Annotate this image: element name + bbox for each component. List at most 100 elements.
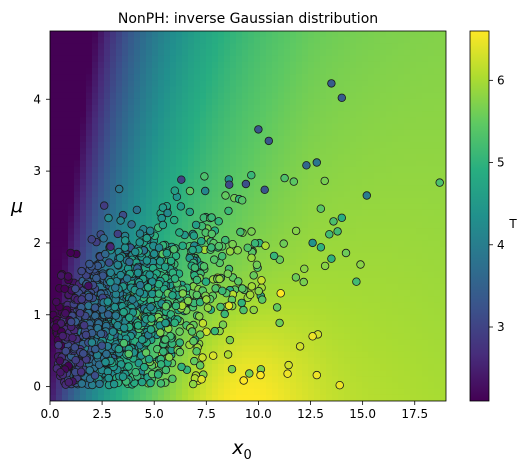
- heatmap-cell: [296, 117, 303, 125]
- heatmap-cell: [422, 105, 429, 112]
- heatmap-cell: [50, 135, 57, 143]
- heatmap-cell: [440, 351, 446, 359]
- heatmap-cell: [92, 123, 99, 131]
- heatmap-cell: [170, 382, 177, 390]
- heatmap-cell: [266, 68, 273, 75]
- heatmap-cell: [212, 86, 219, 94]
- heatmap-cell: [422, 92, 429, 100]
- heatmap-cell: [266, 92, 273, 100]
- heatmap-cell: [128, 339, 135, 347]
- heatmap-cell: [368, 333, 375, 340]
- scatter-point: [132, 205, 142, 215]
- heatmap-cell: [332, 283, 339, 291]
- heatmap-cell: [338, 345, 345, 353]
- heatmap-cell: [356, 160, 363, 168]
- heatmap-cell: [176, 31, 183, 38]
- heatmap-cell: [152, 49, 159, 57]
- heatmap-cell: [200, 179, 207, 186]
- heatmap-cell: [284, 283, 291, 291]
- heatmap-cell: [104, 37, 111, 44]
- heatmap-cell: [200, 129, 207, 137]
- heatmap-cell: [350, 327, 357, 334]
- heatmap-cell: [80, 203, 87, 211]
- heatmap-cell: [146, 240, 153, 248]
- heatmap-cell: [248, 259, 255, 266]
- heatmap-cell: [152, 154, 159, 162]
- heatmap-cell: [308, 68, 315, 75]
- heatmap-cell: [152, 74, 159, 81]
- heatmap-cell: [302, 370, 309, 377]
- heatmap-cell: [338, 105, 345, 112]
- heatmap-cell: [242, 351, 249, 359]
- heatmap-cell: [176, 333, 183, 340]
- scatter-point: [280, 173, 289, 183]
- heatmap-cell: [368, 228, 375, 236]
- heatmap-cell: [50, 172, 57, 180]
- heatmap-cell: [110, 111, 117, 118]
- heatmap-cell: [110, 203, 117, 211]
- heatmap-cell: [56, 80, 63, 88]
- heatmap-cell: [344, 339, 351, 347]
- heatmap-cell: [380, 246, 387, 254]
- heatmap-cell: [422, 283, 429, 291]
- heatmap-cell: [80, 49, 87, 57]
- heatmap-cell: [416, 55, 423, 63]
- heatmap-cell: [362, 92, 369, 100]
- heatmap-cell: [92, 253, 99, 260]
- heatmap-cell: [134, 105, 141, 112]
- heatmap-cell: [302, 376, 309, 384]
- heatmap-cell: [140, 92, 147, 100]
- heatmap-cell: [254, 253, 261, 260]
- heatmap-cell: [206, 74, 213, 81]
- heatmap-cell: [440, 86, 446, 94]
- heatmap-cell: [236, 31, 243, 38]
- heatmap-cell: [218, 117, 225, 125]
- heatmap-cell: [290, 160, 297, 168]
- heatmap-cell: [398, 31, 405, 38]
- heatmap-cell: [152, 209, 159, 217]
- heatmap-cell: [422, 265, 429, 273]
- heatmap-cell: [392, 296, 399, 303]
- heatmap-cell: [422, 191, 429, 199]
- scatter-point: [276, 289, 285, 298]
- heatmap-cell: [410, 179, 417, 186]
- heatmap-cell: [344, 222, 351, 229]
- heatmap-cell: [434, 271, 441, 279]
- heatmap-cell: [434, 339, 441, 347]
- heatmap-cell: [152, 105, 159, 112]
- heatmap-cell: [80, 86, 87, 94]
- heatmap-cell: [308, 74, 315, 81]
- heatmap-cell: [68, 228, 75, 236]
- heatmap-cell: [218, 74, 225, 81]
- heatmap-cell: [416, 98, 423, 106]
- heatmap-cell: [428, 339, 435, 347]
- heatmap-cell: [440, 320, 446, 328]
- heatmap-cell: [260, 142, 267, 149]
- heatmap-cell: [164, 43, 171, 51]
- heatmap-cell: [350, 148, 357, 155]
- heatmap-cell: [260, 333, 267, 340]
- heatmap-cell: [242, 185, 249, 192]
- heatmap-cell: [296, 246, 303, 254]
- heatmap-cell: [314, 209, 321, 217]
- heatmap-cell: [344, 345, 351, 353]
- heatmap-cell: [380, 302, 387, 310]
- heatmap-cell: [434, 160, 441, 168]
- heatmap-cell: [320, 277, 327, 285]
- heatmap-cell: [248, 265, 255, 273]
- heatmap-cell: [92, 394, 99, 401]
- heatmap-cell: [230, 154, 237, 162]
- heatmap-cell: [260, 314, 267, 322]
- heatmap-cell: [128, 142, 135, 149]
- heatmap-cell: [224, 222, 231, 229]
- heatmap-cell: [248, 209, 255, 217]
- heatmap-cell: [188, 148, 195, 155]
- heatmap-cell: [134, 61, 141, 69]
- heatmap-cell: [368, 216, 375, 223]
- heatmap-cell: [362, 135, 369, 143]
- heatmap-cell: [224, 111, 231, 118]
- heatmap-cell: [416, 154, 423, 162]
- heatmap-cell: [194, 123, 201, 131]
- heatmap-cell: [260, 160, 267, 168]
- heatmap-cell: [344, 68, 351, 75]
